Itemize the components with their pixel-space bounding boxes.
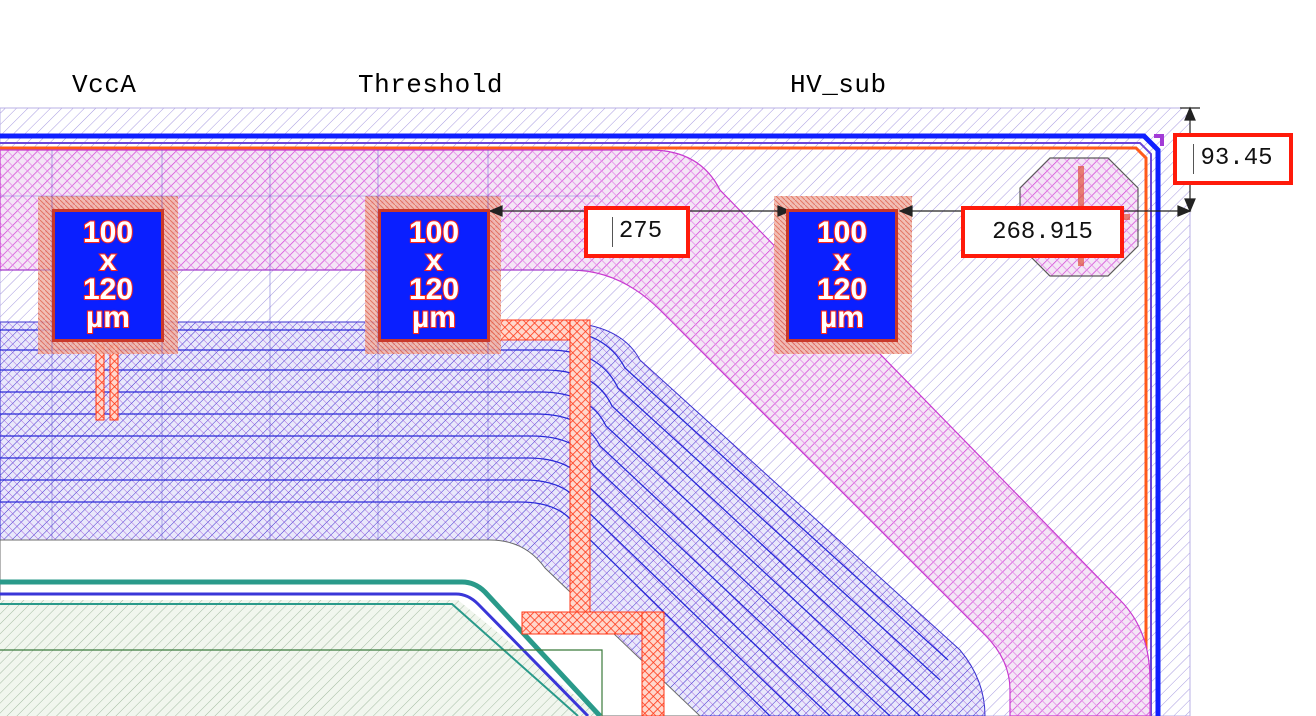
dimension-value: 268.915 [992,218,1093,246]
dimension-value: 93.45 [1193,143,1273,175]
pad-text: 100 [82,215,134,249]
pin-label-hv-sub: HV_sub [790,70,887,100]
pad-text: 100 [816,215,868,249]
pad-text: x [99,244,118,277]
pad-text: x [833,244,852,277]
dimension-top-distance: 93.45 [1173,133,1293,185]
pad-threshold: 100 x 120 µm [378,209,490,342]
core-rails [0,579,603,716]
pad-text: 120 [816,272,868,306]
pin-label-vcca: VccA [72,70,137,100]
dimension-value: 275 [611,216,662,248]
pad-text: 120 [82,272,134,306]
dimension-pad-spacing: 275 [584,206,690,258]
bus-lines [0,329,949,716]
core-inner-hatch [0,600,600,716]
seal-ring [0,133,1164,716]
pad-vcca: 100 x 120 µm [52,209,164,342]
pin-label-threshold: Threshold [358,70,503,100]
pad-text: x [425,244,444,277]
pad-text: 100 [408,215,460,249]
dimension-edge-distance: 268.915 [961,206,1124,258]
pad-text: 120 [408,272,460,306]
pad-text: µm [85,301,131,334]
pad-hv-sub: 100 x 120 µm [786,209,898,342]
pad-text: µm [411,301,457,334]
pad-text: µm [819,301,865,334]
